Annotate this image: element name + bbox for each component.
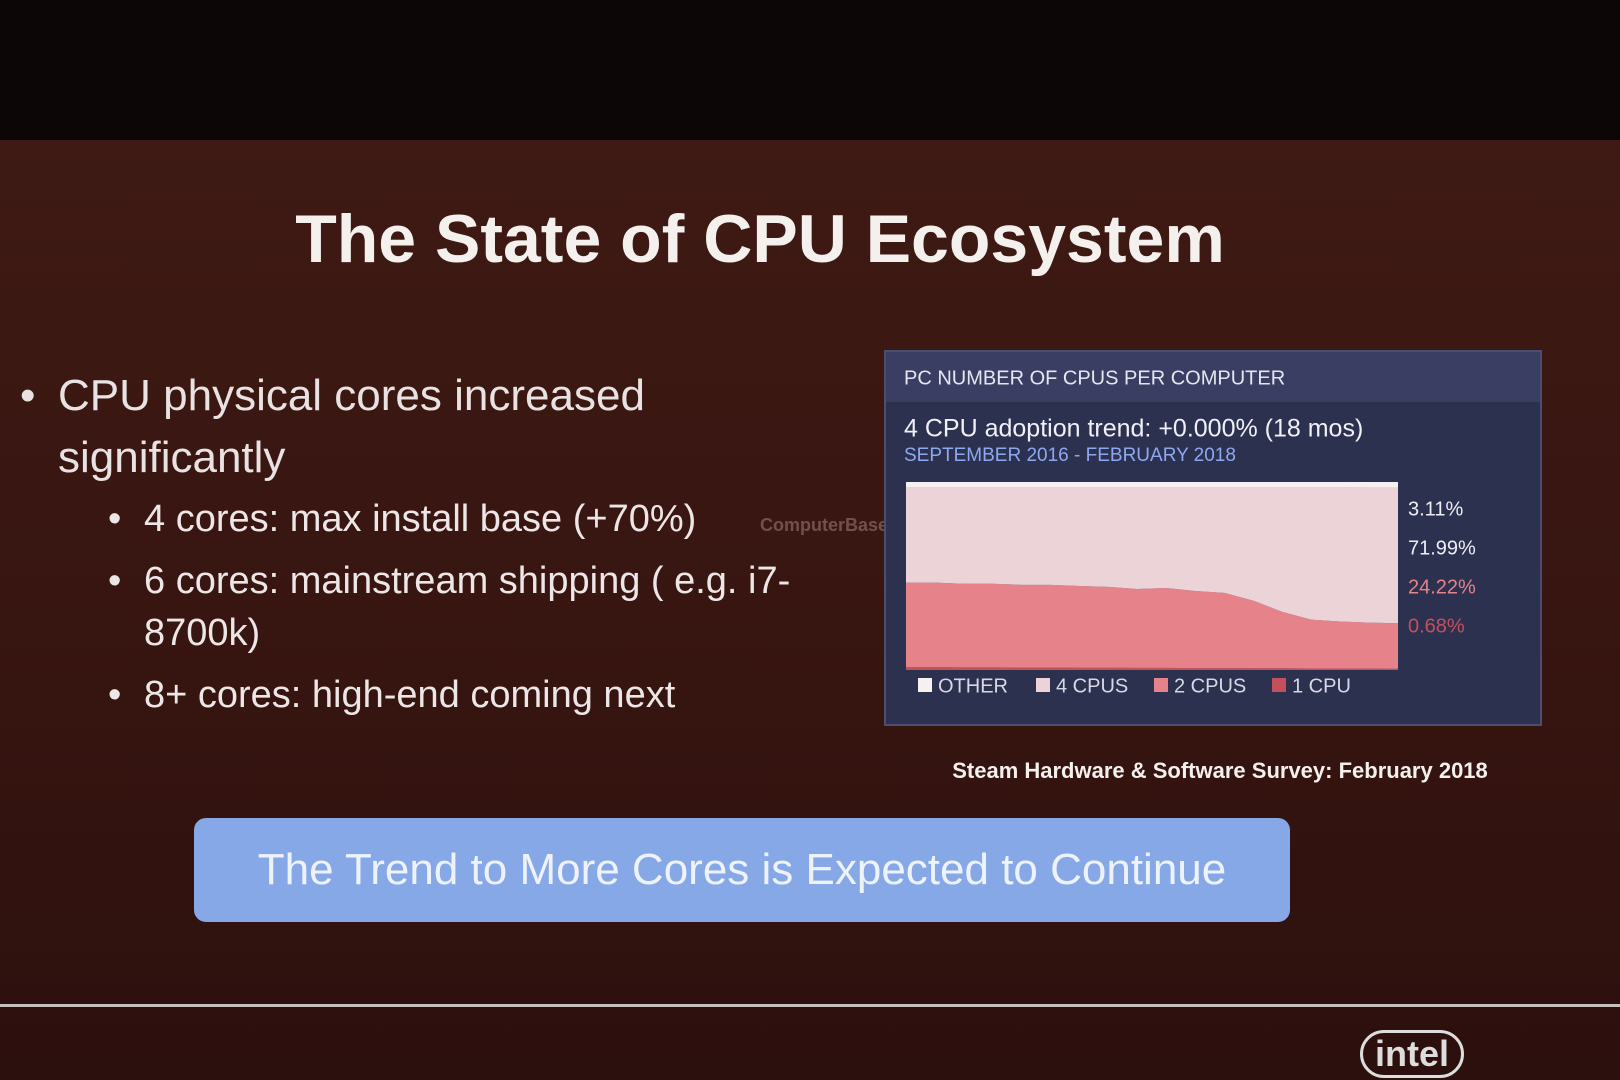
watermark: ComputerBase (760, 515, 889, 535)
sub-bullet: 8+ cores: high-end coming next (108, 669, 834, 721)
value-label: 71.99% (1408, 537, 1476, 559)
chart: PC NUMBER OF CPUS PER COMPUTER 4 CPU ado… (886, 352, 1540, 697)
legend-swatch (1154, 678, 1168, 692)
logo: intel (1360, 1030, 1465, 1078)
area (906, 667, 1398, 670)
legend-swatch (918, 678, 932, 692)
legend-label: 2 CPUS (1174, 675, 1246, 697)
source-note: Steam Hardware & Software Survey: Februa… (952, 758, 1488, 783)
value-label: 0.68% (1408, 615, 1465, 637)
divider (0, 1004, 1620, 1007)
legend-label: OTHER (938, 675, 1008, 697)
chart-subtitle: 4 CPU adoption trend: +0.000% (18 mos) (904, 415, 1363, 443)
chart-panel: PC NUMBER OF CPUS PER COMPUTER 4 CPU ado… (884, 350, 1542, 726)
slide: The State of CPU Ecosystem CPU physical … (0, 140, 1620, 1080)
chart-title: PC NUMBER OF CPUS PER COMPUTER (904, 367, 1285, 389)
bullet: CPU physical cores increased significant… (20, 365, 838, 731)
legend-swatch (1272, 678, 1286, 692)
sub-bullet: 6 cores: mainstream shipping ( e.g. i7-8… (108, 555, 834, 659)
legend-swatch (1036, 678, 1050, 692)
bullet-text: CPU physical cores increased significant… (58, 371, 645, 482)
area (906, 582, 1398, 669)
value-label: 24.22% (1408, 576, 1476, 598)
legend-label: 1 CPU (1292, 675, 1351, 697)
chart-period: SEPTEMBER 2016 - FEBRUARY 2018 (904, 445, 1236, 466)
area (906, 482, 1398, 488)
chart-header (886, 352, 1540, 402)
area (906, 487, 1398, 624)
banner: The Trend to More Cores is Expected to C… (194, 818, 1290, 922)
slide-title: The State of CPU Ecosystem (295, 201, 1225, 277)
sub-bullet: 4 cores: max install base (+70%) (108, 493, 834, 545)
value-label: 3.11% (1408, 498, 1463, 520)
legend-label: 4 CPUS (1056, 675, 1128, 697)
